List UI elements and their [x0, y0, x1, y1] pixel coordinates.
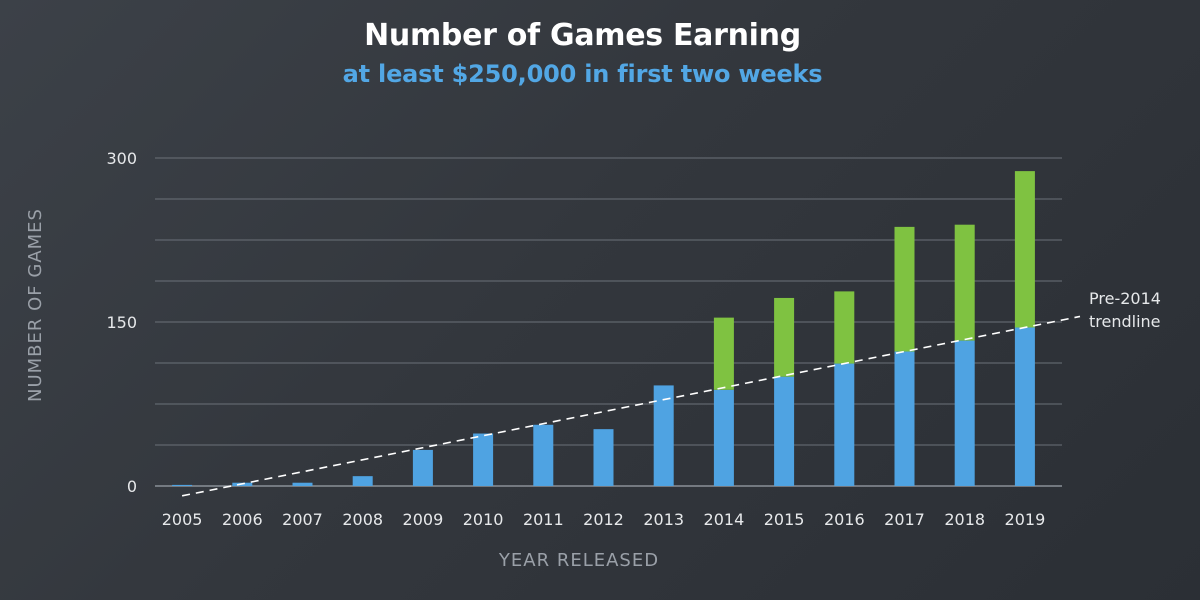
bar-2008-series-1: [352, 476, 373, 486]
x-tick-label: 2013: [643, 510, 684, 529]
x-tick-label: 2014: [704, 510, 745, 529]
bar-2015-series-2: [774, 297, 795, 377]
x-tick-label: 2008: [342, 510, 383, 529]
trendline-label-line2: trendline: [1089, 312, 1161, 331]
y-tick-label: 150: [106, 313, 137, 332]
x-tick-label: 2006: [222, 510, 263, 529]
x-tick-label: 2010: [463, 510, 504, 529]
bar-2019-series-1: [1014, 327, 1035, 486]
bar-2009-series-1: [412, 449, 433, 486]
tick-labels: 2005 2006 2007 2008 2009 2010 2011 2012 2013 2014…: [106, 149, 1045, 529]
bar-2010-series-1: [473, 433, 494, 486]
bars: [172, 171, 1035, 486]
bar-2018-series-1: [954, 340, 975, 486]
bar-2017-series-2: [894, 226, 915, 352]
trendline-label-line1: Pre-2014: [1089, 289, 1161, 308]
chart-subtitle: at least $250,000 in first two weeks: [342, 60, 823, 88]
bar-2005-series-1: [172, 484, 193, 486]
bar-2019-series-2: [1014, 171, 1035, 328]
bar-2011-series-1: [533, 424, 554, 486]
x-tick-label: 2011: [523, 510, 564, 529]
x-tick-label: 2016: [824, 510, 865, 529]
y-tick-label: 0: [127, 477, 137, 496]
trendline: [181, 315, 1081, 497]
x-tick-label: 2009: [403, 510, 444, 529]
chart-title: Number of Games Earning: [364, 18, 801, 53]
x-tick-label: 2012: [583, 510, 624, 529]
y-tick-label: 300: [106, 149, 137, 168]
bar-2016-series-2: [834, 291, 855, 364]
x-tick-label: 2005: [162, 510, 203, 529]
bar-2013-series-1: [653, 385, 674, 486]
bar-2016-series-1: [834, 363, 855, 486]
bar-2014-series-2: [713, 317, 734, 390]
x-tick-label: 2017: [884, 510, 925, 529]
bar-2018-series-2: [954, 224, 975, 341]
bar-2007-series-1: [292, 482, 313, 486]
x-axis-title: YEAR RELEASED: [498, 550, 659, 571]
y-axis-title: NUMBER OF GAMES: [25, 208, 46, 402]
x-tick-label: 2007: [282, 510, 323, 529]
bar-2015-series-1: [774, 376, 795, 486]
x-tick-label: 2019: [1005, 510, 1046, 529]
bar-2012-series-1: [593, 429, 614, 486]
bar-2017-series-1: [894, 351, 915, 486]
x-tick-label: 2018: [944, 510, 985, 529]
x-tick-label: 2015: [764, 510, 805, 529]
trendline-group: [181, 315, 1081, 497]
bar-2014-series-1: [713, 389, 734, 486]
